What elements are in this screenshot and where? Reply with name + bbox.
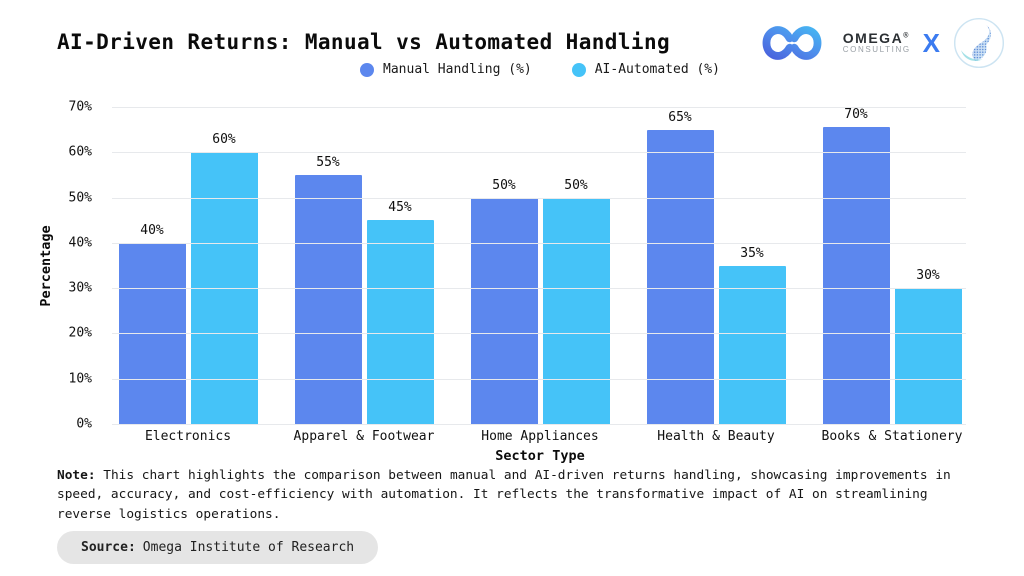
barwrap: 40% — [118, 107, 186, 424]
y-tick-label: 30% — [68, 280, 92, 296]
x-axis-title: Sector Type — [495, 448, 585, 464]
brand-separator-x: X — [922, 27, 940, 58]
source-label: Source: — [81, 540, 136, 555]
sphere-globe-logo-icon — [953, 17, 1005, 69]
bar-manual-handling — [646, 129, 714, 424]
infinity-logo-icon — [762, 26, 822, 60]
gridline — [112, 152, 966, 154]
bar-value-label: 35% — [740, 245, 764, 261]
x-axis-labels: Electronics Apparel & Footwear Home Applia… — [100, 429, 980, 444]
bar-group-3: 50% 50% — [452, 107, 628, 424]
legend-label: Manual Handling (%) — [383, 62, 532, 77]
barwrap: 70% — [822, 107, 890, 424]
barwrap: 50% — [470, 107, 538, 424]
bar-value-label: 60% — [212, 132, 236, 148]
bar-ai-automated — [366, 220, 434, 424]
plot-area: Percentage 40% 60% 55% 45% 50% 50% 65% 35% 70% 30… — [38, 100, 980, 432]
bar-manual-handling — [470, 197, 538, 424]
x-tick-label: Home Appliances — [481, 429, 599, 444]
bar-group-4: 65% 35% — [628, 107, 804, 424]
note-label: Note: — [57, 468, 96, 483]
y-axis-title: Percentage — [38, 224, 54, 307]
gridline — [112, 197, 966, 199]
bar-value-label: 65% — [668, 109, 692, 125]
barwrap: 65% — [646, 107, 714, 424]
y-tick-label: 50% — [68, 190, 92, 206]
gridline — [112, 242, 966, 244]
barwrap: 45% — [366, 107, 434, 424]
bar-value-label: 45% — [388, 200, 412, 216]
bar-ai-automated — [718, 265, 786, 424]
note-body: This chart highlights the comparison bet… — [57, 468, 951, 522]
bar-value-label: 55% — [316, 154, 340, 170]
bar-value-label: 50% — [492, 177, 516, 193]
legend-dot-manual-handling — [360, 62, 375, 77]
legend-item-ai-automated: AI-Automated (%) — [571, 62, 720, 77]
brand-name: OMEGA® — [842, 29, 910, 46]
brand-subtitle: CONSULTING — [842, 45, 911, 55]
bar-group-1: 40% 60% — [100, 107, 276, 424]
bar-group-5: 70% 30% — [804, 107, 980, 424]
y-tick-label: 20% — [68, 325, 92, 341]
barwrap: 50% — [542, 107, 610, 424]
source-text: Omega Institute of Research — [142, 540, 355, 555]
gridline — [112, 333, 966, 335]
chart-title: AI-Driven Returns: Manual vs Automated H… — [57, 30, 671, 54]
legend-dot-ai-automated — [571, 62, 586, 77]
y-tick-label: 40% — [68, 235, 92, 251]
chart-legend: Manual Handling (%) AI-Automated (%) — [100, 62, 980, 77]
bar-manual-handling — [822, 127, 890, 424]
bar-ai-automated — [542, 197, 610, 424]
y-tick-label: 70% — [68, 99, 92, 115]
bar-manual-handling — [294, 174, 362, 424]
brand-header: OMEGA® CONSULTING X — [753, 16, 1006, 70]
barwrap: 30% — [894, 107, 962, 424]
barwrap: 35% — [718, 107, 786, 424]
bar-value-label: 40% — [140, 222, 164, 238]
bar-groups: 40% 60% 55% 45% 50% 50% 65% 35% 70% 30% — [100, 107, 980, 424]
registered-mark: ® — [903, 32, 910, 40]
gridline — [112, 378, 966, 380]
legend-label: AI-Automated (%) — [594, 62, 720, 77]
bar-group-2: 55% 45% — [276, 107, 452, 424]
x-tick-label: Health & Beauty — [657, 429, 775, 444]
gridline — [112, 424, 966, 425]
y-tick-label: 60% — [68, 144, 92, 160]
brand-wordmark: OMEGA® CONSULTING — [842, 29, 911, 55]
bar-value-label: 50% — [564, 177, 588, 193]
bar-value-label: 30% — [916, 268, 940, 284]
x-tick-label: Apparel & Footwear — [293, 429, 435, 444]
bar-ai-automated — [894, 288, 962, 424]
barwrap: 55% — [294, 107, 362, 424]
gridline — [112, 107, 966, 108]
source-pill: Source: Omega Institute of Research — [57, 531, 379, 564]
legend-item-manual-handling: Manual Handling (%) — [360, 62, 532, 77]
y-tick-label: 0% — [76, 416, 92, 432]
note-text: Note: This chart highlights the comparis… — [57, 466, 972, 524]
y-tick-label: 10% — [68, 371, 92, 387]
barwrap: 60% — [190, 107, 258, 424]
x-tick-label: Books & Stationery — [821, 429, 963, 444]
x-tick-label: Electronics — [144, 429, 232, 444]
gridline — [112, 288, 966, 290]
bar-value-label: 70% — [844, 107, 868, 122]
